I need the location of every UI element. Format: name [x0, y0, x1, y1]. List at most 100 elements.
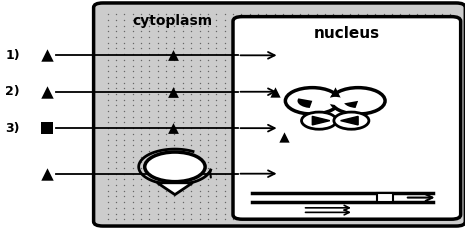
- Point: [212, 35, 220, 39]
- Point: [430, 138, 438, 141]
- Point: [112, 24, 120, 27]
- Point: [355, 58, 362, 62]
- Point: [288, 24, 295, 27]
- Point: [246, 104, 254, 107]
- Point: [154, 177, 161, 181]
- Point: [346, 121, 354, 124]
- Point: [246, 121, 254, 124]
- Point: [280, 161, 287, 164]
- Point: [313, 132, 320, 136]
- Point: [447, 217, 454, 221]
- Point: [447, 126, 454, 130]
- Point: [371, 121, 379, 124]
- Point: [447, 75, 454, 79]
- Point: [212, 155, 220, 158]
- Point: [129, 18, 137, 22]
- Point: [263, 13, 270, 16]
- Point: [212, 64, 220, 67]
- Point: [397, 58, 404, 62]
- Point: [229, 92, 237, 96]
- Point: [154, 58, 161, 62]
- Point: [321, 47, 329, 50]
- Point: [363, 92, 370, 96]
- Point: [137, 18, 145, 22]
- Point: [305, 30, 312, 33]
- Point: [154, 13, 161, 16]
- Point: [363, 172, 370, 175]
- Point: [271, 177, 279, 181]
- Point: [413, 217, 421, 221]
- Point: [363, 52, 370, 56]
- Point: [313, 161, 320, 164]
- Point: [229, 138, 237, 141]
- Point: [187, 52, 195, 56]
- Point: [439, 155, 446, 158]
- Point: [212, 92, 220, 96]
- Point: [439, 166, 446, 170]
- Point: [280, 155, 287, 158]
- Point: [112, 149, 120, 153]
- Point: [212, 115, 220, 119]
- Bar: [377, 193, 393, 202]
- Point: [363, 126, 370, 130]
- Point: [288, 143, 295, 147]
- Point: [321, 18, 329, 22]
- Point: [187, 24, 195, 27]
- Point: [254, 92, 262, 96]
- Point: [112, 64, 120, 67]
- Point: [221, 69, 228, 73]
- Point: [380, 64, 387, 67]
- Point: [263, 104, 270, 107]
- Point: [388, 132, 396, 136]
- Point: [430, 24, 438, 27]
- Point: [305, 64, 312, 67]
- Point: [146, 183, 153, 187]
- Point: [137, 172, 145, 175]
- Point: [321, 172, 329, 175]
- Point: [371, 18, 379, 22]
- Point: [162, 109, 170, 113]
- Point: [104, 115, 111, 119]
- Point: [329, 35, 337, 39]
- Point: [380, 212, 387, 215]
- Point: [187, 217, 195, 221]
- Point: [212, 75, 220, 79]
- Point: [187, 92, 195, 96]
- Point: [146, 161, 153, 164]
- Point: [439, 121, 446, 124]
- Point: [154, 115, 161, 119]
- Point: [371, 52, 379, 56]
- Point: [321, 75, 329, 79]
- Point: [121, 58, 128, 62]
- Point: [280, 58, 287, 62]
- Point: [246, 13, 254, 16]
- Point: [346, 177, 354, 181]
- Point: [338, 35, 345, 39]
- Point: [321, 24, 329, 27]
- Point: [422, 143, 429, 147]
- Point: [263, 212, 270, 215]
- Point: [288, 52, 295, 56]
- Point: [363, 98, 370, 101]
- Point: [204, 143, 212, 147]
- Point: [447, 132, 454, 136]
- Point: [305, 41, 312, 45]
- Point: [246, 64, 254, 67]
- Point: [380, 30, 387, 33]
- Point: [104, 212, 111, 215]
- Point: [329, 47, 337, 50]
- Point: [296, 183, 304, 187]
- Point: [229, 149, 237, 153]
- Point: [137, 75, 145, 79]
- Point: [137, 41, 145, 45]
- Point: [296, 92, 304, 96]
- Point: [413, 52, 421, 56]
- Point: [154, 41, 161, 45]
- Point: [388, 143, 396, 147]
- Point: [104, 195, 111, 198]
- Point: [430, 18, 438, 22]
- Point: [422, 24, 429, 27]
- Point: [187, 115, 195, 119]
- Point: [338, 81, 345, 85]
- Point: [112, 52, 120, 56]
